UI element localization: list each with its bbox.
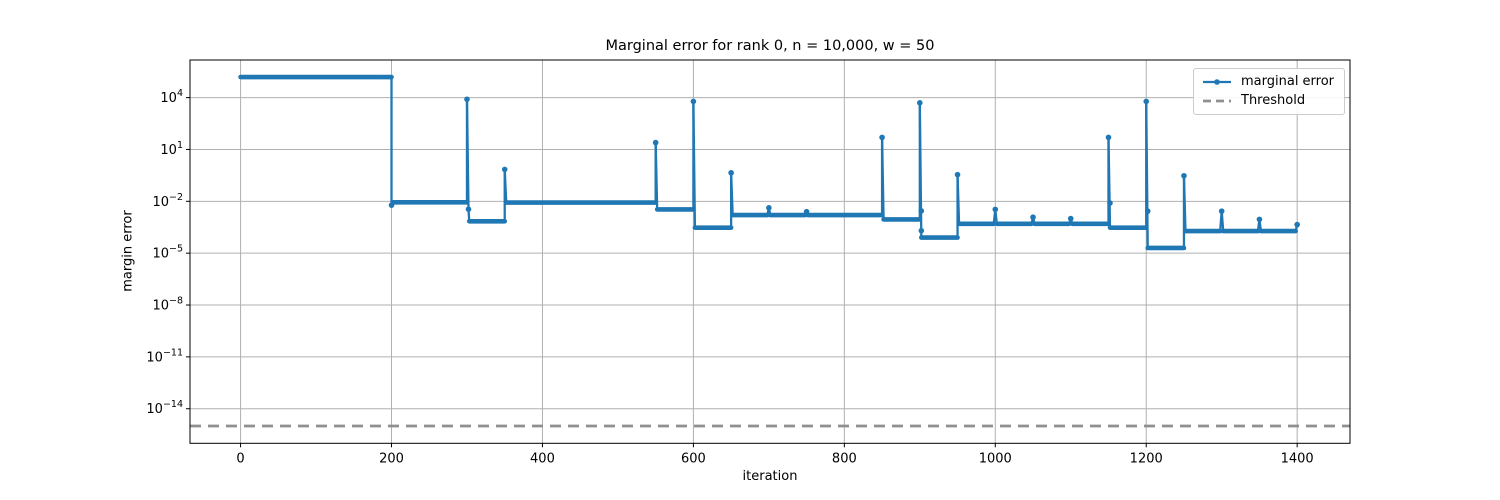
line-with-marker-icon (1203, 78, 1231, 85)
data-point-marker (1218, 208, 1225, 214)
y-tick-label: 10−5 (152, 244, 183, 262)
data-point-marker (992, 206, 999, 213)
x-tick-label: 800 (832, 451, 857, 466)
marginal-error-line (238, 74, 1299, 251)
series-segment (1182, 174, 1187, 233)
series-segment (1145, 100, 1149, 250)
x-tick-label: 200 (379, 451, 404, 466)
data-point-marker (917, 100, 923, 106)
data-point-marker (1144, 208, 1151, 214)
data-point-marker (1143, 98, 1150, 105)
series-segment (729, 171, 734, 217)
plot-border (189, 59, 1351, 444)
data-point-marker (501, 166, 508, 173)
data-point-marker (954, 171, 961, 178)
series-segment (692, 100, 697, 229)
x-tick-label: 1000 (979, 451, 1012, 466)
series-segment (1107, 136, 1112, 229)
y-axis-label: margin error (120, 210, 136, 292)
x-tick-label: 600 (681, 451, 706, 466)
legend-entry-marginal-error: marginal error (1201, 72, 1336, 91)
series-segment (503, 168, 508, 204)
data-point-marker (918, 208, 925, 214)
y-tick-label: 10−11 (146, 347, 183, 365)
y-tick-label: 10−14 (146, 399, 183, 417)
series-segment (918, 101, 923, 239)
x-tick-label: 400 (530, 451, 555, 466)
data-point-marker (1294, 221, 1300, 228)
series-segment (465, 98, 470, 211)
y-tick-label: 10−8 (152, 296, 183, 314)
data-point-marker (1107, 200, 1113, 206)
tick-marks (186, 97, 1298, 448)
y-tick-label: 10−2 (152, 192, 183, 210)
x-tick-label: 0 (236, 451, 244, 466)
data-point-marker (1256, 216, 1263, 223)
legend: marginal error Threshold (1193, 68, 1345, 115)
data-point-marker (728, 169, 734, 176)
legend-entry-threshold: Threshold (1201, 91, 1336, 110)
chart-title: Marginal error for rank 0, n = 10,000, w… (605, 38, 935, 54)
gridlines (190, 60, 1350, 444)
series-segment (1220, 209, 1225, 233)
dashed-line-icon (1203, 99, 1231, 102)
series-segment (654, 141, 659, 211)
data-point-marker (652, 139, 659, 146)
series-segment (880, 136, 885, 221)
legend-label: marginal error (1241, 74, 1335, 89)
x-tick-label: 1200 (1130, 451, 1163, 466)
data-point-marker (388, 202, 395, 208)
data-point-marker (1105, 134, 1112, 141)
data-point-marker (766, 205, 772, 211)
x-axis-label: iteration (742, 469, 798, 484)
series-segment (956, 173, 961, 225)
y-tick-label: 101 (160, 140, 183, 158)
data-point-marker (1067, 215, 1074, 222)
data-point-marker (879, 134, 885, 141)
data-point-marker (465, 206, 472, 212)
marginal-error-markers (388, 96, 1300, 234)
legend-label: Threshold (1241, 93, 1306, 108)
x-tick-label: 1400 (1281, 451, 1314, 466)
data-point-marker (690, 98, 697, 105)
data-point-marker (1181, 172, 1187, 179)
data-point-marker (803, 208, 810, 215)
data-point-marker (918, 227, 925, 234)
y-tick-label: 104 (160, 88, 183, 106)
data-point-marker (464, 96, 470, 103)
data-point-marker (1030, 214, 1036, 221)
